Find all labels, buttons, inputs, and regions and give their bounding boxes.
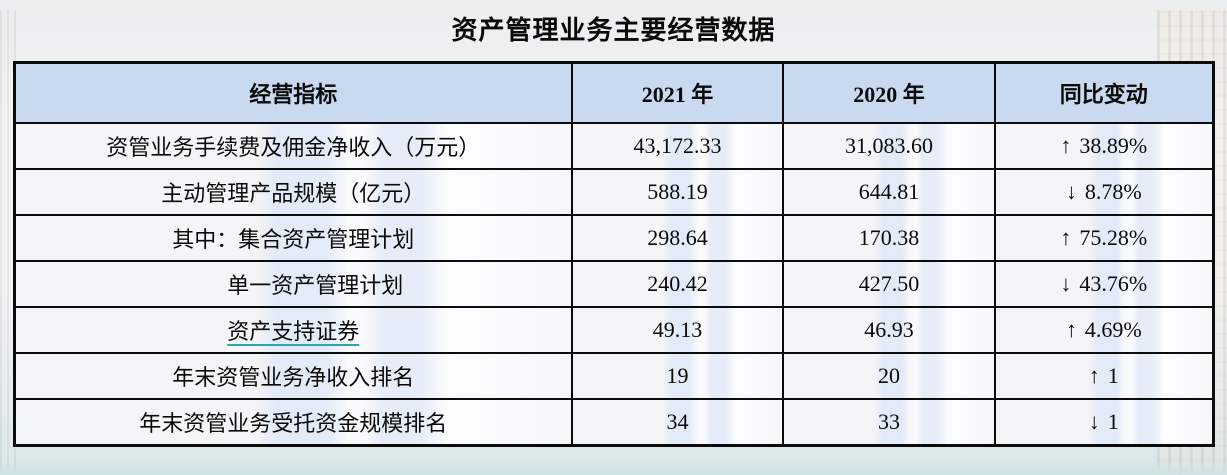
operating-data-table: 经营指标 2021 年 2020 年 同比变动 资管业务手续费及佣金净收入（万元…	[12, 61, 1215, 447]
change-value: 75.28%	[1079, 225, 1148, 250]
cell-indicator: 资产支持证券	[13, 306, 573, 354]
cell-indicator: 年末资管业务净收入排名	[13, 352, 573, 400]
cell-2021: 298.64	[571, 214, 784, 262]
cell-change: ↑ 38.89%	[994, 122, 1214, 170]
down-arrow-icon: ↓	[1065, 179, 1077, 204]
cell-2020: 46.93	[782, 306, 996, 354]
cell-2020: 33	[782, 398, 996, 447]
up-arrow-icon: ↑	[1088, 363, 1100, 388]
down-arrow-icon: ↓	[1060, 271, 1072, 296]
table-row: 单一资产管理计划 240.42 427.50 ↓ 43.76%	[13, 260, 1214, 308]
up-arrow-icon: ↑	[1060, 133, 1072, 158]
change-value: 8.78%	[1084, 179, 1142, 204]
background-teal-fade	[0, 461, 1227, 475]
cell-2020: 170.38	[782, 214, 996, 262]
cell-2021: 49.13	[571, 306, 784, 354]
cell-change: ↑ 1	[994, 352, 1214, 400]
change-value: 38.89%	[1079, 133, 1148, 158]
table-row: 其中：集合资产管理计划 298.64 170.38 ↑ 75.28%	[13, 214, 1214, 262]
cell-change: ↑ 75.28%	[994, 214, 1214, 262]
change-value: 1	[1107, 363, 1119, 388]
down-arrow-icon: ↓	[1088, 409, 1100, 434]
change-value: 1	[1107, 409, 1119, 434]
cell-2021: 19	[571, 352, 784, 400]
header-2021: 2021 年	[571, 61, 784, 124]
underlined-indicator-label: 资产支持证券	[227, 319, 360, 344]
header-change: 同比变动	[994, 61, 1214, 124]
table-row: 资管业务手续费及佣金净收入（万元） 43,172.33 31,083.60 ↑ 3…	[13, 122, 1214, 170]
cell-indicator: 资管业务手续费及佣金净收入（万元）	[13, 122, 573, 170]
cell-2021: 588.19	[571, 168, 784, 216]
cell-change: ↓ 43.76%	[994, 260, 1214, 308]
page-title: 资产管理业务主要经营数据	[451, 16, 776, 45]
table-row: 资产支持证券 49.13 46.93 ↑ 4.69%	[13, 306, 1214, 354]
cell-2020: 20	[782, 352, 996, 400]
up-arrow-icon: ↑	[1065, 317, 1077, 342]
change-value: 43.76%	[1079, 271, 1148, 296]
cell-2020: 644.81	[782, 168, 996, 216]
cell-2020: 31,083.60	[782, 122, 996, 170]
up-arrow-icon: ↑	[1060, 225, 1072, 250]
header-2020: 2020 年	[782, 61, 996, 124]
cell-2021: 34	[571, 398, 784, 447]
cell-change: ↑ 4.69%	[994, 306, 1214, 354]
table-header-row: 经营指标 2021 年 2020 年 同比变动	[13, 61, 1214, 124]
cell-2021: 240.42	[571, 260, 784, 308]
header-indicator: 经营指标	[13, 61, 573, 124]
cell-change: ↓ 1	[994, 398, 1214, 447]
change-value: 4.69%	[1084, 317, 1142, 342]
cell-indicator: 单一资产管理计划	[13, 260, 573, 308]
cell-indicator: 年末资管业务受托资金规模排名	[13, 398, 573, 447]
table-row: 年末资管业务受托资金规模排名 34 33 ↓ 1	[13, 398, 1214, 447]
cell-indicator: 主动管理产品规模（亿元）	[13, 168, 573, 216]
cell-2020: 427.50	[782, 260, 996, 308]
cell-2021: 43,172.33	[571, 122, 784, 170]
table-row: 主动管理产品规模（亿元） 588.19 644.81 ↓ 8.78%	[13, 168, 1214, 216]
table-row: 年末资管业务净收入排名 19 20 ↑ 1	[13, 352, 1214, 400]
cell-indicator: 其中：集合资产管理计划	[13, 214, 573, 262]
cell-change: ↓ 8.78%	[994, 168, 1214, 216]
